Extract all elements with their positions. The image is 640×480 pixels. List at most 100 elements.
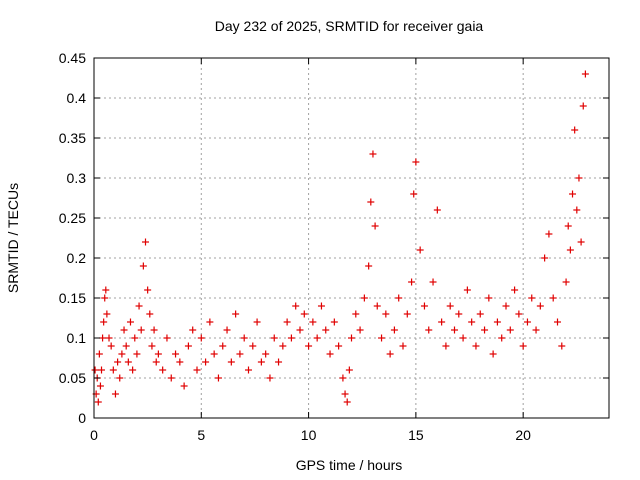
- data-point: [223, 326, 231, 334]
- data-point: [416, 246, 424, 254]
- data-point: [371, 222, 379, 230]
- data-point: [139, 262, 147, 270]
- data-point: [569, 190, 577, 198]
- data-point: [172, 350, 180, 358]
- y-tick-label: 0.3: [67, 170, 87, 186]
- data-point: [131, 334, 139, 342]
- data-point: [356, 326, 364, 334]
- data-point: [425, 326, 433, 334]
- data-point: [111, 390, 119, 398]
- data-point: [176, 358, 184, 366]
- data-point: [120, 326, 128, 334]
- data-point: [103, 310, 111, 318]
- y-tick-label: 0.1: [67, 330, 87, 346]
- data-point: [91, 366, 99, 374]
- data-point: [511, 286, 519, 294]
- data-point: [433, 206, 441, 214]
- data-point: [126, 318, 134, 326]
- y-tick-label: 0.2: [67, 250, 87, 266]
- data-point: [373, 302, 381, 310]
- data-point: [257, 358, 265, 366]
- data-point: [330, 318, 338, 326]
- data-point: [249, 342, 257, 350]
- data-point: [410, 190, 418, 198]
- data-point: [135, 302, 143, 310]
- data-point: [159, 366, 167, 374]
- data-point: [455, 310, 463, 318]
- data-point: [236, 350, 244, 358]
- x-axis-label: GPS time / hours: [296, 457, 403, 473]
- y-tick-label: 0.35: [59, 130, 86, 146]
- data-point: [442, 342, 450, 350]
- data-point: [352, 310, 360, 318]
- data-point: [101, 294, 109, 302]
- data-point: [412, 158, 420, 166]
- data-point: [536, 302, 544, 310]
- data-point: [335, 342, 343, 350]
- data-point: [573, 206, 581, 214]
- data-point: [367, 198, 375, 206]
- data-point: [493, 318, 501, 326]
- data-point: [485, 294, 493, 302]
- data-point: [100, 318, 108, 326]
- x-tick-label: 20: [515, 427, 531, 443]
- data-point: [562, 278, 570, 286]
- data-point: [227, 358, 235, 366]
- data-point: [528, 294, 536, 302]
- data-point: [245, 366, 252, 374]
- axis-ticks: 0 0.05 0.1 0.15 0.2 0.25 0.3 0.35 0.4 0.45 0 5 10 15 2…: [59, 50, 609, 443]
- data-point: [519, 342, 527, 350]
- data-point: [581, 70, 589, 78]
- data-point: [305, 342, 313, 350]
- data-point: [210, 350, 218, 358]
- data-point: [219, 342, 227, 350]
- data-point: [502, 302, 510, 310]
- y-tick-label: 0.45: [59, 50, 86, 66]
- data-point: [118, 350, 126, 358]
- data-point: [102, 286, 110, 294]
- data-point: [137, 326, 145, 334]
- data-point: [322, 326, 330, 334]
- data-point: [300, 310, 308, 318]
- data-point: [107, 342, 115, 350]
- data-point: [403, 310, 411, 318]
- y-tick-label: 0.25: [59, 210, 86, 226]
- x-tick-label: 5: [197, 427, 205, 443]
- data-point: [253, 318, 261, 326]
- data-point: [279, 342, 287, 350]
- data-point: [144, 286, 152, 294]
- data-point: [360, 294, 368, 302]
- data-point: [292, 302, 300, 310]
- data-point: [317, 302, 325, 310]
- data-point: [184, 342, 192, 350]
- data-point: [339, 374, 347, 382]
- data-point: [202, 358, 210, 366]
- y-tick-label: 0: [78, 410, 86, 426]
- data-point: [114, 358, 122, 366]
- data-point: [296, 326, 304, 334]
- data-point: [343, 398, 351, 406]
- data-point: [313, 334, 321, 342]
- data-point: [154, 350, 162, 358]
- data-point: [122, 342, 130, 350]
- data-point: [459, 334, 467, 342]
- data-points: [91, 70, 589, 406]
- data-point: [523, 318, 531, 326]
- data-point: [142, 238, 149, 246]
- data-point: [232, 310, 240, 318]
- data-point: [116, 374, 124, 382]
- chart-title: Day 232 of 2025, SRMTID for receiver gai…: [215, 18, 484, 34]
- data-point: [94, 398, 102, 406]
- data-point: [395, 294, 403, 302]
- grid-lines: [94, 58, 609, 418]
- data-point: [365, 262, 373, 270]
- data-point: [345, 366, 353, 374]
- y-tick-label: 0.4: [67, 90, 87, 106]
- data-point: [214, 374, 222, 382]
- data-point: [283, 318, 291, 326]
- data-point: [129, 366, 137, 374]
- data-point: [326, 350, 334, 358]
- data-point: [408, 278, 416, 286]
- data-point: [438, 318, 446, 326]
- data-point: [270, 334, 278, 342]
